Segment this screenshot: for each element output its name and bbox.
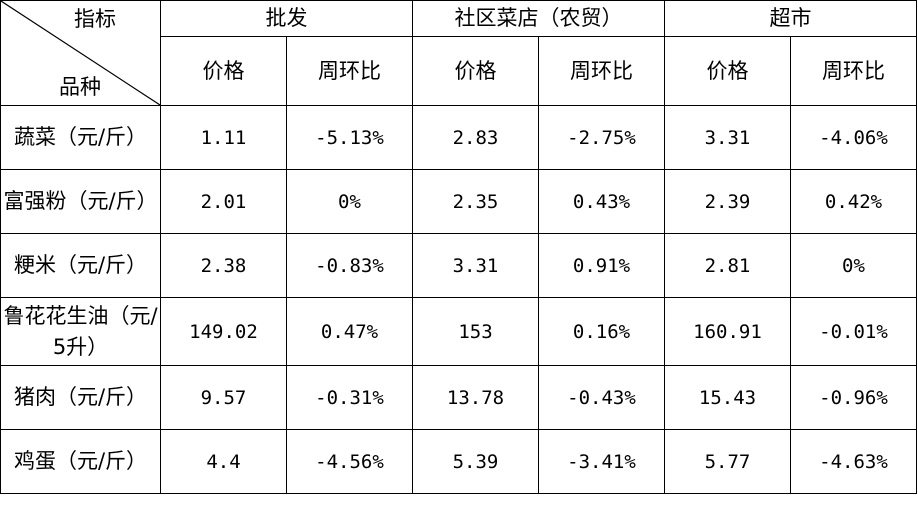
wow-cell: -0.83% (286, 233, 413, 298)
price-cell: 2.81 (664, 233, 791, 298)
price-cell: 3.31 (664, 105, 791, 170)
price-cell: 1.11 (160, 105, 287, 170)
price-cell: 9.57 (160, 365, 287, 430)
row-label: 蔬菜（元/斤） (0, 105, 161, 170)
row-label: 鲁花花生油（元/5升） (0, 297, 161, 366)
wow-cell: -3.41% (538, 429, 665, 494)
subheader-wow: 周环比 (790, 36, 917, 106)
wow-cell: -4.63% (790, 429, 917, 494)
price-cell: 4.4 (160, 429, 287, 494)
wow-cell: -0.43% (538, 365, 665, 430)
group-header-supermarket: 超市 (664, 0, 917, 37)
wow-cell: -0.96% (790, 365, 917, 430)
corner-indicator-label: 指标 (74, 7, 116, 31)
wow-cell: 0.91% (538, 233, 665, 298)
price-cell: 5.39 (412, 429, 539, 494)
price-cell: 2.83 (412, 105, 539, 170)
wow-cell: -0.31% (286, 365, 413, 430)
subheader-price: 价格 (412, 36, 539, 106)
price-cell: 5.77 (664, 429, 791, 494)
price-cell: 149.02 (160, 297, 287, 366)
wow-cell: 0.47% (286, 297, 413, 366)
diagonal-line (1, 1, 160, 105)
wow-cell: -2.75% (538, 105, 665, 170)
wow-cell: 0.43% (538, 169, 665, 234)
table-row: 鸡蛋（元/斤） 4.4 -4.56% 5.39 -3.41% 5.77 -4.6… (0, 429, 917, 494)
subheader-price: 价格 (160, 36, 287, 106)
table-row: 鲁花花生油（元/5升） 149.02 0.47% 153 0.16% 160.9… (0, 297, 917, 366)
header-row-sub: 价格 周环比 价格 周环比 价格 周环比 (1, 36, 917, 106)
subheader-wow: 周环比 (286, 36, 413, 106)
header-row-groups: 指标 品种 批发 社区菜店（农贸） 超市 (0, 0, 917, 106)
wow-cell: -5.13% (286, 105, 413, 170)
price-cell: 2.01 (160, 169, 287, 234)
table-row: 蔬菜（元/斤） 1.11 -5.13% 2.83 -2.75% 3.31 -4.… (0, 105, 917, 170)
price-cell: 2.35 (412, 169, 539, 234)
wow-cell: 0% (790, 233, 917, 298)
table-row: 粳米（元/斤） 2.38 -0.83% 3.31 0.91% 2.81 0% (0, 233, 917, 298)
wow-cell: 0% (286, 169, 413, 234)
row-label: 鸡蛋（元/斤） (0, 429, 161, 494)
wow-cell: 0.42% (790, 169, 917, 234)
row-label: 粳米（元/斤） (0, 233, 161, 298)
price-cell: 2.38 (160, 233, 287, 298)
price-cell: 160.91 (664, 297, 791, 366)
price-cell: 13.78 (412, 365, 539, 430)
table-row: 富强粉（元/斤） 2.01 0% 2.35 0.43% 2.39 0.42% (0, 169, 917, 234)
group-header-wholesale: 批发 (160, 0, 413, 37)
wow-cell: -4.56% (286, 429, 413, 494)
price-cell: 3.31 (412, 233, 539, 298)
price-cell: 2.39 (664, 169, 791, 234)
corner-variety-label: 品种 (59, 75, 101, 99)
subheader-wow: 周环比 (538, 36, 665, 106)
wow-cell: 0.16% (538, 297, 665, 366)
table-row: 猪肉（元/斤） 9.57 -0.31% 13.78 -0.43% 15.43 -… (0, 365, 917, 430)
group-header-community-store: 社区菜店（农贸） (412, 0, 665, 37)
price-table: 指标 品种 批发 社区菜店（农贸） 超市 价格 周环比 价格 周环比 价格 周环… (0, 0, 917, 494)
corner-header-cell: 指标 品种 (0, 0, 161, 106)
subheader-price: 价格 (664, 36, 791, 106)
row-label: 富强粉（元/斤） (0, 169, 161, 234)
wow-cell: -4.06% (790, 105, 917, 170)
price-cell: 153 (412, 297, 539, 366)
wow-cell: -0.01% (790, 297, 917, 366)
price-cell: 15.43 (664, 365, 791, 430)
row-label: 猪肉（元/斤） (0, 365, 161, 430)
